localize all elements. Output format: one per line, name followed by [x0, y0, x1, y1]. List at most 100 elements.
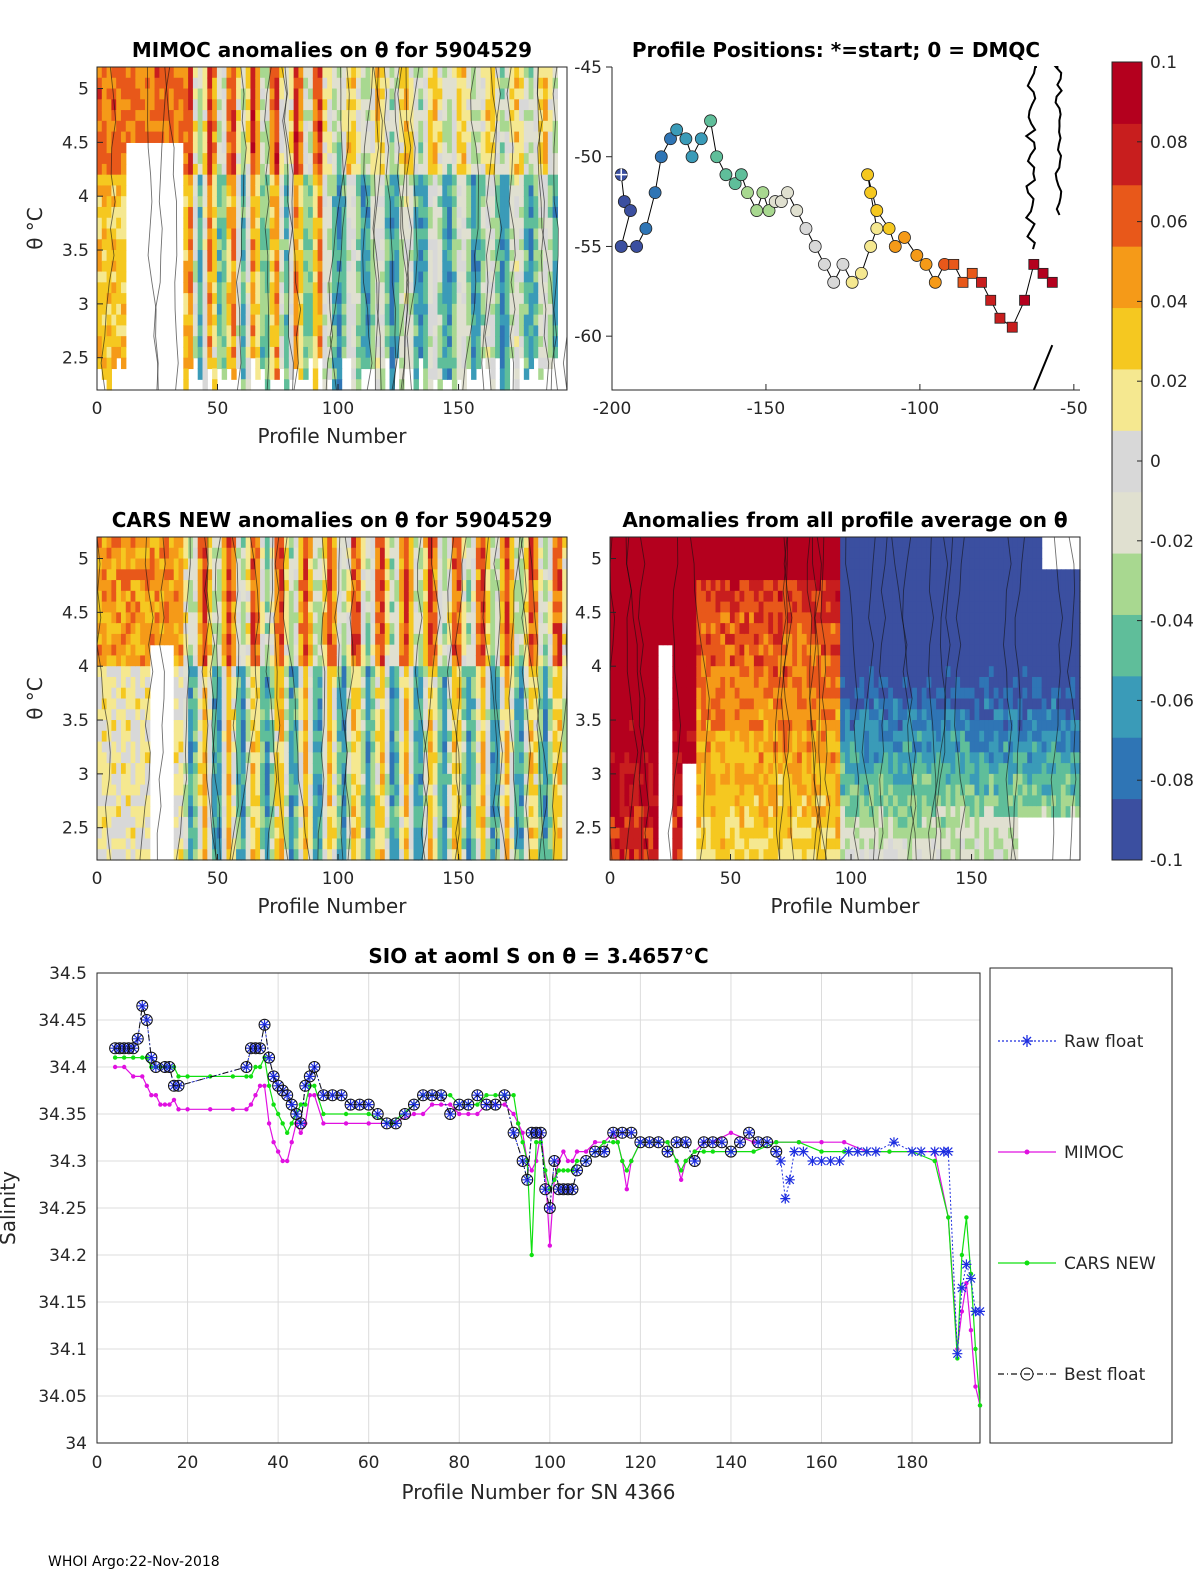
heat-cell [490, 99, 496, 111]
heat-cell [284, 816, 290, 829]
heat-cell [413, 752, 419, 764]
heat-cell [418, 623, 424, 635]
heat-cell [327, 99, 333, 111]
heat-cell [97, 250, 103, 262]
heat-cell [236, 773, 242, 786]
heat-cell [437, 806, 443, 818]
heat-cell [106, 88, 112, 100]
heat-cell [375, 720, 381, 732]
heat-cell [140, 580, 146, 592]
heat-cell [207, 142, 213, 154]
heat-cell [130, 601, 136, 613]
heat-cell [442, 590, 448, 603]
heat-cell [514, 163, 520, 176]
heat-cell [245, 228, 252, 240]
heat-cell [437, 730, 443, 743]
heat-cell [427, 666, 434, 678]
heat-cell [308, 271, 314, 283]
heat-cell [111, 120, 117, 133]
heat-cell [236, 590, 242, 603]
heat-cell [240, 357, 247, 370]
heat-cell [394, 185, 400, 197]
heat-cell [475, 698, 482, 710]
heat-cell [447, 228, 453, 240]
heat-cell [183, 827, 189, 840]
heat-cell [504, 379, 511, 391]
heat-cell [552, 228, 559, 240]
heat-cell [250, 77, 256, 90]
heat-cell [274, 547, 280, 560]
heat-cell [389, 763, 395, 775]
heat-cell [303, 623, 309, 635]
heat-cell [236, 633, 242, 646]
heat-cell [379, 827, 386, 840]
heat-cell [293, 67, 300, 79]
heat-cell [317, 537, 324, 549]
heat-cell [221, 730, 228, 743]
heat-cell [451, 228, 458, 240]
heat-cell [317, 196, 324, 208]
heat-cell [456, 153, 463, 165]
contour-line [372, 66, 380, 391]
heat-cell [336, 368, 343, 380]
heat-cell [264, 666, 271, 678]
heat-cell [475, 687, 482, 700]
heat-cell [475, 676, 482, 689]
heat-cell [399, 325, 405, 337]
heat-cell [389, 795, 395, 807]
heat-cell [451, 131, 458, 143]
heat-cell [471, 120, 477, 133]
heat-cell [485, 644, 491, 657]
heat-cell [413, 346, 419, 359]
heat-cell [471, 131, 477, 143]
heat-cell [423, 239, 429, 251]
heat-cell [101, 580, 108, 592]
heat-cell [375, 558, 381, 570]
heat-cell [408, 730, 415, 743]
heat-cell [168, 131, 175, 143]
heat-cell [250, 206, 256, 219]
heat-cell [351, 131, 357, 143]
heat-cell [389, 601, 395, 613]
heat-cell [427, 131, 434, 143]
heat-cell [192, 346, 199, 359]
heat-cell [183, 153, 189, 165]
heat-cell [159, 88, 165, 100]
heat-cell [236, 303, 242, 316]
heat-cell [399, 676, 405, 689]
heat-cell [495, 849, 501, 861]
heat-cell [360, 849, 367, 861]
heat-cell [250, 590, 256, 603]
heat-cell [528, 336, 535, 348]
heat-cell [418, 806, 424, 818]
heat-cell [485, 196, 491, 208]
heat-cell [245, 368, 252, 380]
heat-cell [274, 806, 280, 818]
heat-cell [466, 99, 472, 111]
heat-cell [394, 720, 400, 732]
heat-cell [255, 655, 261, 667]
heat-cell [403, 741, 410, 753]
heat-cell [231, 325, 237, 337]
heat-cell [351, 260, 357, 273]
heat-cell [221, 293, 228, 305]
heat-cell [221, 368, 228, 380]
heat-cell [250, 838, 256, 850]
heat-cell [120, 590, 127, 603]
heat-cell [97, 88, 103, 100]
heat-cell [461, 260, 467, 273]
heat-cell [346, 720, 352, 732]
heat-cell [130, 580, 136, 592]
heat-cell [480, 325, 487, 337]
heat-cell [336, 720, 343, 732]
heat-cell [250, 228, 256, 240]
heat-cell [327, 633, 333, 646]
heat-cell [442, 217, 448, 230]
heat-cell [495, 687, 501, 700]
heat-cell [346, 741, 352, 753]
heat-cell [499, 196, 506, 208]
heat-cell [523, 293, 530, 305]
heat-cell [379, 293, 386, 305]
heat-cell [485, 676, 491, 689]
heat-cell [471, 325, 477, 337]
